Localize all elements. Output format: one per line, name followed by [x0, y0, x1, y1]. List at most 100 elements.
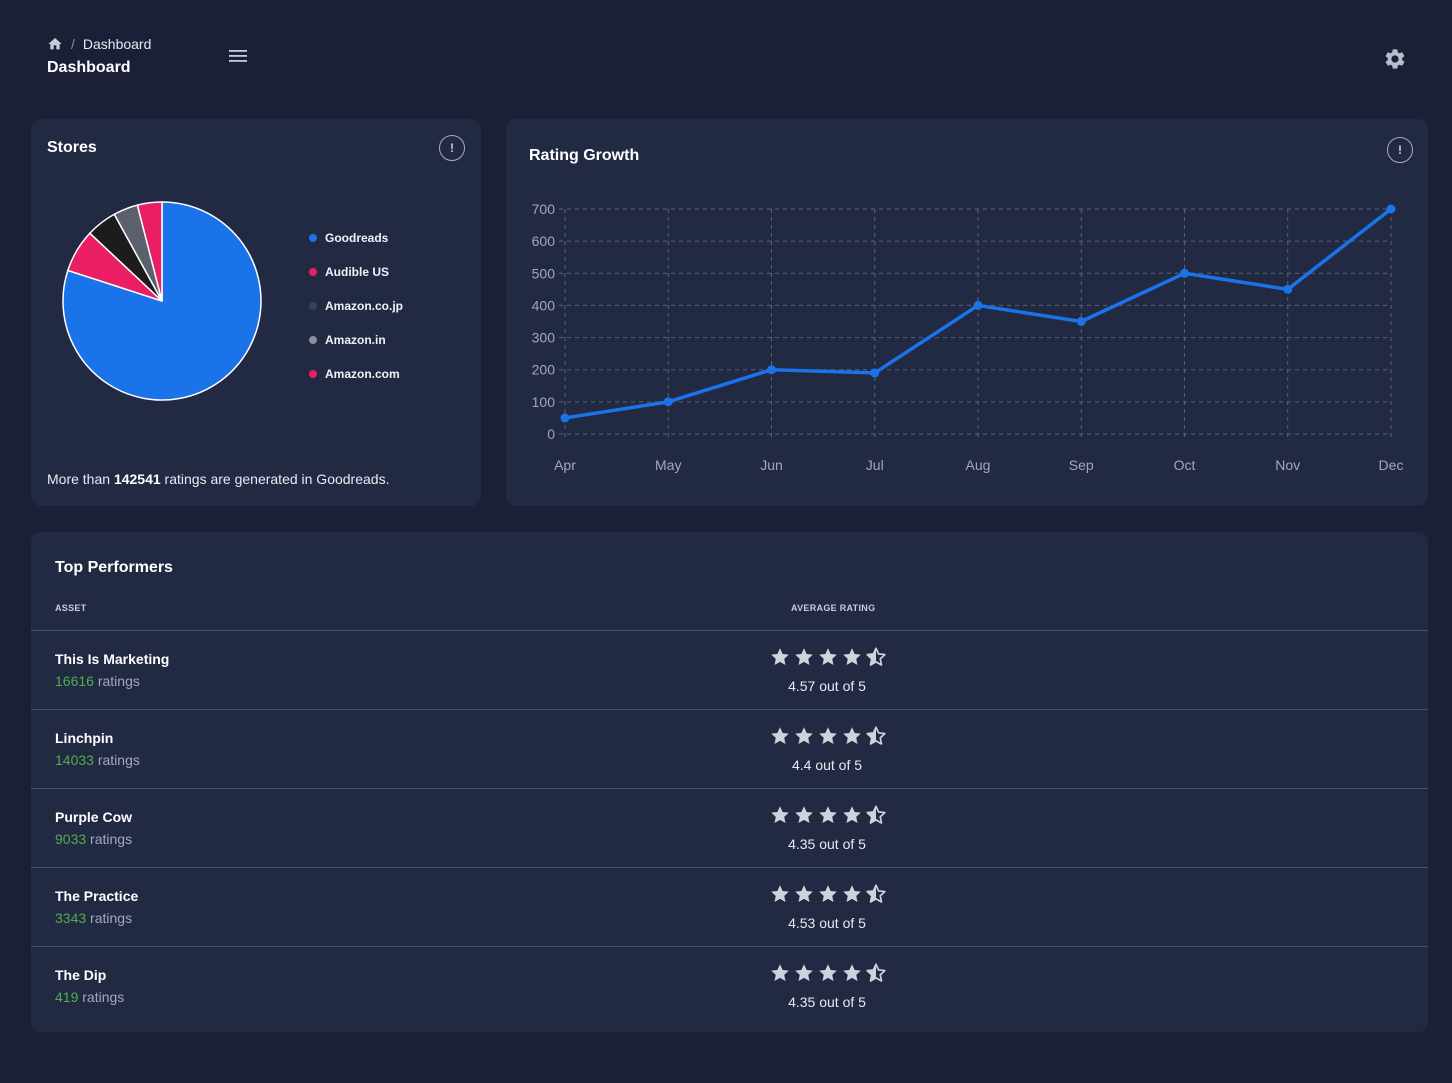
star-icon — [819, 806, 837, 823]
star-half-icon — [866, 884, 886, 903]
table-row[interactable]: The Dip 419 ratings 4.35 out of 5 — [31, 946, 1428, 1025]
star-half-icon — [866, 963, 886, 982]
data-point[interactable] — [1283, 284, 1293, 294]
star-icon — [771, 964, 789, 981]
data-point[interactable] — [870, 368, 880, 378]
data-point[interactable] — [1386, 204, 1396, 214]
rating-text: 4.35 out of 5 — [788, 994, 866, 1010]
asset-ratings-count: 14033 ratings — [55, 752, 140, 768]
star-rating — [768, 804, 888, 826]
legend-dot — [309, 268, 317, 276]
home-icon[interactable] — [47, 36, 63, 52]
ratings-word: ratings — [90, 831, 133, 847]
star-rating — [768, 646, 888, 668]
asset-ratings-count: 16616 ratings — [55, 673, 140, 689]
stores-note: More than 142541 ratings are generated i… — [47, 471, 389, 487]
asset-name: The Practice — [55, 888, 139, 904]
y-tick-label: 600 — [532, 233, 556, 249]
stores-note-value: 142541 — [113, 471, 161, 487]
stores-legend: Goodreads Audible US Amazon.co.jp Amazon.in… — [309, 221, 403, 391]
x-tick-label: Sep — [1069, 457, 1094, 473]
ratings-count-value: 16616 — [55, 673, 94, 689]
star-icon — [843, 648, 861, 665]
data-point[interactable] — [663, 397, 673, 407]
y-tick-label: 400 — [532, 297, 556, 313]
table-row[interactable]: The Practice 3343 ratings 4.53 out of 5 — [31, 867, 1428, 946]
x-tick-label: Oct — [1174, 457, 1196, 473]
legend-label: Audible US — [325, 265, 390, 279]
data-point[interactable] — [1180, 268, 1189, 278]
x-tick-label: Jul — [866, 457, 884, 473]
y-tick-label: 300 — [532, 330, 556, 346]
column-header-asset: ASSET — [55, 603, 87, 613]
y-tick-label: 0 — [547, 426, 555, 442]
asset-name: This Is Marketing — [55, 651, 170, 667]
y-tick-label: 200 — [532, 362, 556, 378]
star-rating — [768, 725, 888, 747]
ratings-word: ratings — [97, 752, 140, 768]
table-row[interactable]: Linchpin 14033 ratings 4.4 out of 5 — [31, 709, 1428, 788]
data-point[interactable] — [973, 300, 983, 310]
rating-text: 4.35 out of 5 — [788, 836, 866, 852]
star-rating — [768, 883, 888, 905]
table-row[interactable]: This Is Marketing 16616 ratings 4.57 out o… — [31, 630, 1428, 709]
star-icon — [795, 806, 813, 823]
legend-label: Goodreads — [325, 231, 389, 245]
data-point[interactable] — [560, 413, 570, 423]
legend-dot — [309, 234, 317, 242]
star-icon — [795, 727, 813, 744]
breadcrumb-separator: / — [71, 36, 75, 52]
gear-icon[interactable] — [1383, 47, 1407, 71]
star-icon — [771, 885, 789, 902]
rating-text: 4.4 out of 5 — [791, 757, 863, 773]
star-half-icon — [866, 726, 886, 745]
legend-item[interactable]: Amazon.in — [309, 323, 403, 357]
star-icon — [843, 885, 861, 902]
legend-item[interactable]: Amazon.co.jp — [309, 289, 403, 323]
star-half-icon — [866, 647, 886, 666]
x-tick-label: May — [655, 457, 681, 473]
star-rating — [768, 962, 888, 984]
ratings-count-value: 3343 — [55, 910, 87, 926]
breadcrumb: / Dashboard — [47, 36, 151, 52]
data-point[interactable] — [1076, 317, 1086, 326]
star-icon — [795, 648, 813, 665]
asset-name: The Dip — [55, 967, 107, 983]
star-icon — [843, 964, 861, 981]
rating-growth-card: Rating Growth ! 0 100 200 300 400 500 600 700 Ap… — [506, 119, 1428, 506]
rating-growth-line-chart: 0 100 200 300 400 500 600 700 Apr May Jun Jul Aug Sep… — [532, 201, 1404, 473]
rating-text: 4.57 out of 5 — [788, 678, 866, 694]
rating-growth-info-icon[interactable]: ! — [1387, 137, 1413, 163]
stores-info-icon[interactable]: ! — [439, 135, 465, 161]
menu-icon[interactable] — [226, 44, 250, 68]
stores-pie-chart — [62, 201, 262, 401]
legend-label: Amazon.in — [325, 333, 386, 347]
asset-name: Linchpin — [55, 730, 114, 746]
y-tick-label: 700 — [532, 201, 556, 217]
table-row[interactable]: Purple Cow 9033 ratings 4.35 out of 5 — [31, 788, 1428, 867]
star-icon — [771, 648, 789, 665]
star-icon — [819, 885, 837, 902]
legend-item[interactable]: Amazon.com — [309, 357, 403, 391]
star-icon — [819, 727, 837, 744]
ratings-count-value: 9033 — [55, 831, 87, 847]
y-tick-label: 500 — [532, 265, 556, 281]
legend-item[interactable]: Goodreads — [309, 221, 403, 255]
legend-item[interactable]: Audible US — [309, 255, 403, 289]
asset-ratings-count: 9033 ratings — [55, 831, 132, 847]
top-performers-title: Top Performers — [55, 559, 173, 576]
pie-slice-amazon-com[interactable] — [136, 201, 163, 302]
stores-note-suffix: ratings are generated in Goodreads. — [164, 471, 390, 487]
asset-ratings-count: 419 ratings — [55, 989, 124, 1005]
page-title: Dashboard — [47, 59, 131, 76]
data-point[interactable] — [767, 365, 776, 375]
x-tick-label: Nov — [1275, 457, 1300, 473]
y-tick-label: 100 — [532, 394, 556, 410]
star-icon — [771, 727, 789, 744]
ratings-word: ratings — [82, 989, 125, 1005]
stores-title: Stores — [47, 139, 97, 156]
legend-dot — [309, 302, 317, 310]
star-icon — [771, 806, 789, 823]
legend-dot — [309, 336, 317, 344]
x-tick-label: Aug — [966, 457, 991, 473]
